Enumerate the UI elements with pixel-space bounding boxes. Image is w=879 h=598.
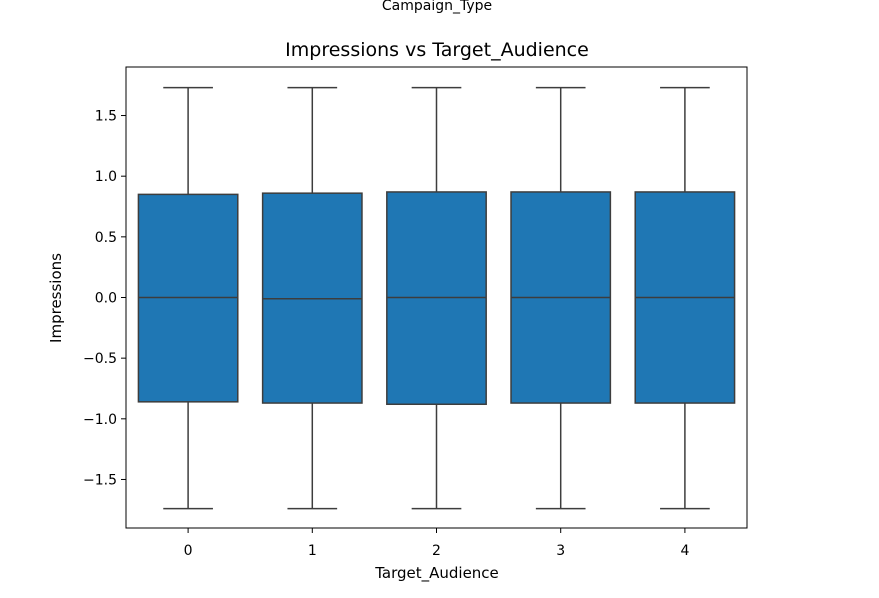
box-1 [261,86,363,510]
y-axis: 1.5 1.0 0.5 0.0 −0.5 −1.0 −1.5 [83,109,126,488]
box-3 [510,86,612,510]
box-4 [634,86,736,510]
chart-title: Impressions vs Target_Audience [285,39,589,61]
y-tick-label: −1.0 [83,412,117,428]
y-axis-label: Impressions [47,253,65,343]
y-tick-label: 1.5 [95,109,117,125]
y-tick-label: 1.0 [95,169,117,185]
x-tick-label: 4 [680,543,689,559]
y-tick-label: 0.0 [95,291,117,307]
y-tick-label: −0.5 [83,351,117,367]
y-tick-label: 0.5 [95,230,117,246]
x-axis-label: Target_Audience [374,564,499,583]
figure-suptitle: Campaign_Type [382,0,492,14]
x-axis: 0 1 2 3 4 [184,528,689,559]
box-0 [137,86,239,510]
x-tick-label: 3 [556,543,565,559]
box-2 [386,86,487,510]
plot-area [137,86,736,510]
y-tick-label: −1.5 [83,472,117,488]
x-tick-label: 1 [308,543,317,559]
x-tick-label: 2 [432,543,441,559]
x-tick-label: 0 [184,543,193,559]
